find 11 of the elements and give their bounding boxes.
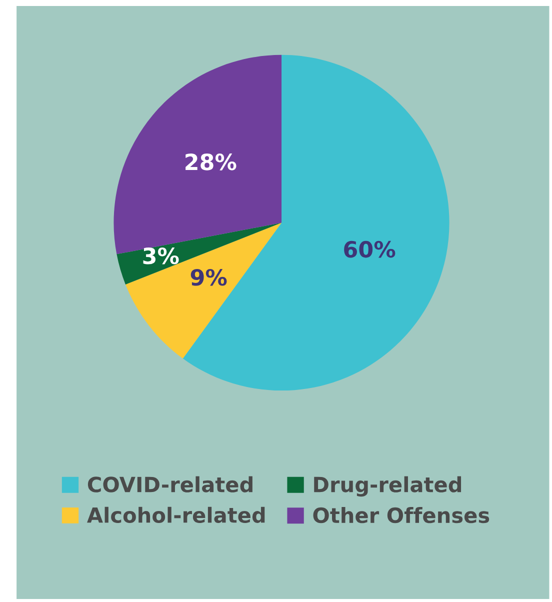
data-label: 9%: [190, 268, 227, 286]
legend-label: Drug-related: [314, 476, 462, 497]
legend-label: Alcohol-related: [87, 506, 265, 523]
legend-label: COVID-related: [88, 476, 252, 492]
pie-slice: [182, 54, 450, 391]
pie-slice: [125, 222, 282, 358]
pie-slice: [116, 222, 282, 285]
data-label: 3%: [143, 247, 179, 264]
data-label: 28%: [186, 154, 236, 170]
legend-label: Other Offenses: [313, 507, 490, 524]
data-label: 60%: [344, 240, 396, 258]
